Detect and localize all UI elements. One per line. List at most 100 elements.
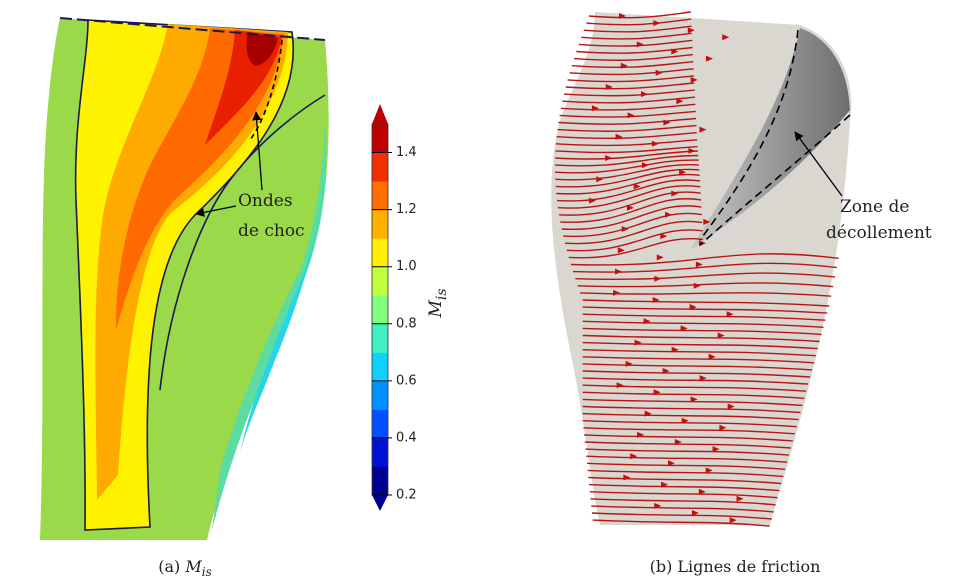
annotation-arrow [794,131,843,197]
streamline [584,441,791,449]
streamline-arrow [712,446,720,453]
streamline [584,434,793,442]
streamline [582,306,828,314]
streamline [567,75,695,83]
streamline [586,18,692,26]
streamline [591,512,772,520]
contour-plot [40,17,329,540]
colorbar-tick-label: 0.2 [396,488,417,503]
streamline [582,363,812,371]
streamline [555,145,698,154]
streamline [582,299,830,307]
streamline-arrow [708,353,716,360]
colorbar-tick-label: 0.4 [396,430,417,445]
streamline [582,313,826,321]
streamline [583,25,692,33]
streamline [558,117,697,125]
colorbar-tick-label: 0.8 [396,316,417,331]
streamline [570,253,839,266]
streamline [582,412,799,421]
colorbar-tick-label: 1.2 [396,202,417,217]
streamline-arrow [691,510,699,516]
streamline-arrow [618,13,626,19]
streamline-arrow [736,495,744,502]
streamline-arrow [596,176,604,183]
streamline [554,154,699,167]
streamline-arrow [680,325,688,332]
streamline [582,405,801,414]
streamline [582,327,822,336]
streamline-arrow [589,197,597,204]
streamline [591,505,774,513]
colorbar-band [372,209,388,239]
streamline [588,11,691,19]
streamline-arrow [613,289,621,296]
streamline-arrow [690,76,698,83]
annotation: de choc [238,221,305,241]
streamline-arrow [654,502,662,509]
streamline-arrow [676,98,684,105]
streamline-arrow [719,424,727,431]
streamline-arrow [662,368,670,374]
streamline-arrow [671,346,679,353]
streamline-arrow [679,169,687,176]
streamline [582,391,805,399]
streamline-arrow [651,140,659,147]
streamline [575,272,836,281]
streamline-arrow [634,339,642,346]
streamline [566,229,703,252]
streamline-arrow [654,275,662,282]
streamline-arrow [671,48,679,55]
streamline-arrow [591,105,599,112]
colorbar-extend [372,104,388,124]
streamline [555,168,700,188]
streamline [582,420,797,428]
streamline [556,173,700,195]
streamline [582,356,814,364]
streamline-arrow [705,467,713,474]
streamline-arrow [640,91,648,98]
colorbar-band [372,437,388,467]
annotation: décollement [826,223,932,243]
annotation: Zone de [840,197,909,217]
streamline-arrow [703,218,711,225]
streamline [589,491,778,499]
streamline [580,292,832,297]
streamline [560,198,702,223]
colorbar-band [372,323,388,353]
streamline-arrow [663,119,671,126]
streamline [578,39,693,47]
streamline [577,282,834,288]
streamline [581,32,692,40]
colorbar: 0.2 0.4 0.6 0.8 1.0 1.2 1.4 [371,104,417,511]
streamline-arrow [699,126,707,133]
streamline [556,132,697,140]
streamline-arrow [656,254,664,261]
streamline-arrow [698,488,706,495]
streamline-arrow [620,62,628,69]
streamline [562,96,696,104]
colorbar-extend [372,495,388,511]
streamline-arrow [644,410,652,417]
streamline [561,205,702,230]
colorbar-band [372,152,388,182]
streamline [586,462,786,470]
streamline-arrow [687,27,695,34]
streamline-arrow [605,155,613,161]
streamline-arrow [695,261,703,268]
streamline-arrow [726,311,734,318]
streamline-arrow [729,517,737,524]
streamline [573,53,694,61]
streamline [592,519,770,527]
streamline [556,179,701,202]
streamline [557,124,697,132]
colorbar-band [372,295,388,325]
colorbar-band [372,124,388,154]
colorbar-band [372,409,388,439]
streamline-arrow [690,396,698,403]
streamline [563,89,695,97]
streamline [555,139,698,147]
streamline-arrow [655,69,663,76]
streamline [560,103,696,111]
